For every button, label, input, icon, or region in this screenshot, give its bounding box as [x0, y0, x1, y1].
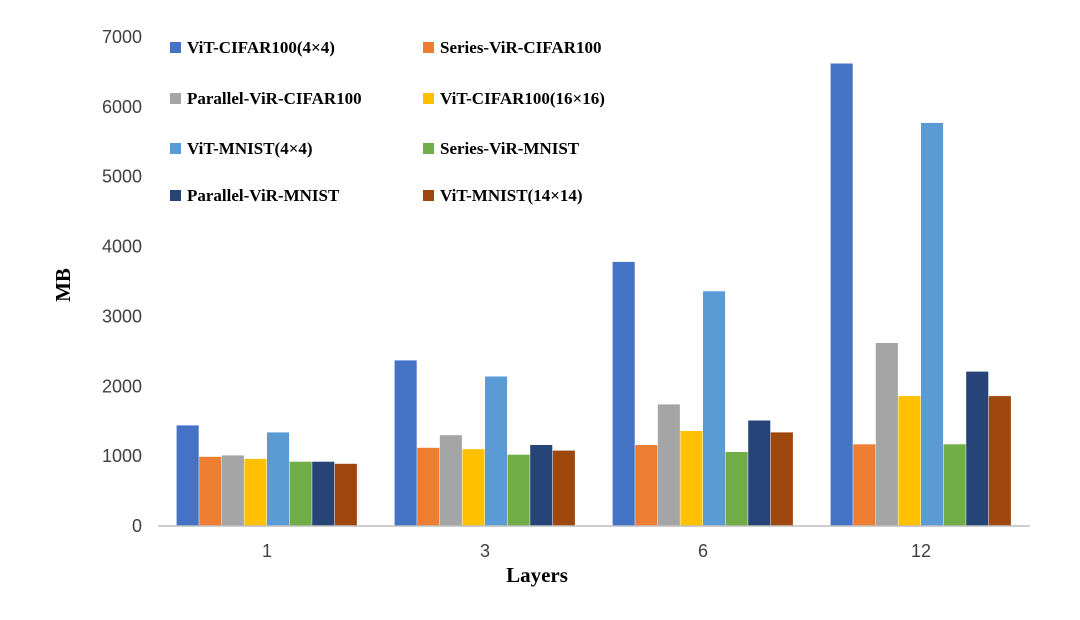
bar-vit-cifar100-4-4--layers-12	[830, 63, 853, 526]
bar-vit-cifar100-4-4--layers-6	[612, 261, 635, 526]
bar-vit-mnist-4-4--layers-6	[703, 291, 726, 526]
bar-parallel-vir-mnist-layers-6	[748, 420, 771, 526]
legend-swatch	[170, 143, 181, 154]
x-tick-label: 6	[698, 541, 708, 561]
bar-series-vir-cifar100-layers-1	[199, 456, 222, 526]
bar-parallel-vir-mnist-layers-12	[966, 371, 989, 526]
legend-label: ViT-MNIST(4×4)	[187, 139, 313, 158]
bar-vit-cifar100-16-16--layers-6	[680, 431, 703, 526]
x-axis-title: Layers	[506, 563, 568, 587]
y-axis-ticks: 0 1000 2000 3000 4000 5000 6000 7000	[102, 27, 142, 536]
bar-vit-mnist-14-14--layers-6	[770, 432, 793, 526]
bar-parallel-vir-cifar100-layers-3	[439, 435, 462, 526]
bar-parallel-vir-cifar100-layers-6	[657, 404, 680, 526]
bar-series-vir-mnist-layers-12	[943, 444, 966, 526]
bar-parallel-vir-mnist-layers-1	[312, 461, 335, 526]
legend-label: Parallel-ViR-CIFAR100	[187, 89, 362, 108]
bar-series-vir-mnist-layers-6	[725, 452, 748, 526]
x-axis-ticks: 1 3 6 12	[262, 541, 931, 561]
y-tick-label: 1000	[102, 446, 142, 466]
y-tick-label: 4000	[102, 237, 142, 257]
bar-parallel-vir-cifar100-layers-1	[221, 455, 244, 526]
legend-swatch	[423, 190, 434, 201]
bar-series-vir-cifar100-layers-3	[417, 447, 440, 526]
legend-swatch	[170, 93, 181, 104]
y-tick-label: 0	[132, 516, 142, 536]
y-tick-label: 3000	[102, 306, 142, 326]
y-axis-title: MB	[51, 268, 75, 302]
bar-vit-cifar100-4-4--layers-1	[176, 425, 199, 526]
bar-vit-mnist-4-4--layers-1	[267, 432, 290, 526]
y-tick-label: 7000	[102, 27, 142, 47]
legend-label: Series-ViR-MNIST	[440, 139, 580, 158]
bar-series-vir-mnist-layers-3	[507, 454, 530, 526]
bar-vit-mnist-4-4--layers-12	[921, 122, 944, 527]
bar-vit-cifar100-16-16--layers-3	[462, 449, 485, 526]
bar-vit-cifar100-16-16--layers-12	[898, 396, 921, 526]
bar-series-vir-mnist-layers-1	[289, 461, 312, 526]
bar-vit-mnist-14-14--layers-3	[552, 450, 575, 526]
y-tick-label: 5000	[102, 167, 142, 187]
bar-series-vir-cifar100-layers-6	[635, 445, 658, 526]
legend-label: Parallel-ViR-MNIST	[187, 186, 340, 205]
x-tick-label: 1	[262, 541, 272, 561]
bar-series-vir-cifar100-layers-12	[853, 444, 876, 526]
legend-swatch	[423, 42, 434, 53]
legend-label: ViT-MNIST(14×14)	[440, 186, 583, 205]
bar-parallel-vir-mnist-layers-3	[530, 445, 553, 526]
y-tick-label: 2000	[102, 376, 142, 396]
bars	[176, 63, 1011, 527]
bar-parallel-vir-cifar100-layers-12	[875, 343, 898, 526]
legend-label: ViT-CIFAR100(16×16)	[440, 89, 605, 108]
legend: ViT-CIFAR100(4×4) Series-ViR-CIFAR100 Para…	[170, 38, 605, 205]
x-tick-label: 12	[911, 541, 931, 561]
bar-vit-mnist-14-14--layers-1	[334, 463, 357, 526]
legend-label: Series-ViR-CIFAR100	[440, 38, 601, 57]
legend-swatch	[423, 143, 434, 154]
legend-swatch	[170, 190, 181, 201]
y-tick-label: 6000	[102, 97, 142, 117]
legend-swatch	[170, 42, 181, 53]
bar-vit-mnist-14-14--layers-12	[988, 396, 1011, 526]
x-tick-label: 3	[480, 541, 490, 561]
bar-vit-cifar100-4-4--layers-3	[394, 360, 417, 526]
bar-vit-cifar100-16-16--layers-1	[244, 458, 267, 526]
legend-label: ViT-CIFAR100(4×4)	[187, 38, 335, 57]
legend-swatch	[423, 93, 434, 104]
bar-vit-mnist-4-4--layers-3	[485, 376, 508, 526]
